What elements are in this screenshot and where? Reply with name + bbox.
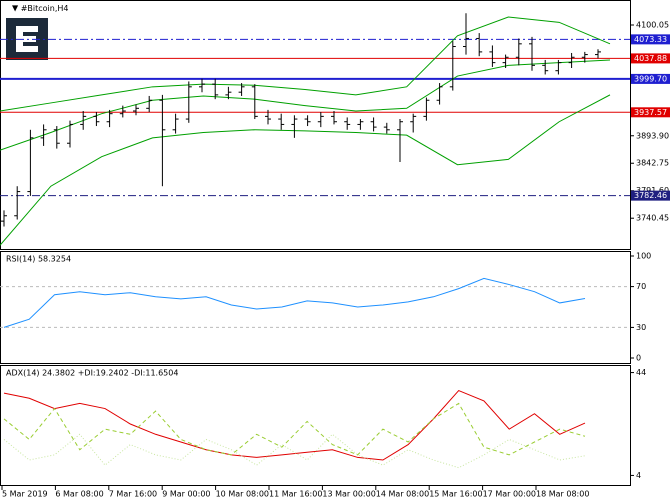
indicator-line [3, 402, 586, 456]
y-tick-label: 0 [636, 354, 641, 363]
ohlc-bar [119, 105, 126, 118]
ohlc-bar [581, 51, 588, 63]
x-tick-label: 6 Mar 08:00 [55, 490, 103, 499]
level-label-box [631, 73, 670, 84]
level-label: 4037.88 [634, 54, 667, 63]
ohlc-bar [93, 112, 100, 127]
x-tick-label: 5 Mar 2019 [2, 490, 48, 499]
ohlc-bar [489, 45, 496, 67]
ohlc-bar [225, 86, 232, 100]
x-tick-label: 9 Mar 00:00 [162, 490, 210, 499]
y-tick-label: 4 [636, 471, 641, 480]
x-tick-label: 13 Mar 00:00 [322, 490, 375, 499]
ohlc-bar [344, 117, 351, 130]
level-label: 3937.57 [634, 108, 667, 117]
ohlc-bar [40, 124, 47, 146]
chart-title-text: #Bitcoin,H4 [21, 4, 69, 13]
ohlc-bar [529, 36, 535, 71]
ohlc-bar [291, 115, 298, 138]
ohlc-bar [423, 97, 430, 121]
ohlc-bar [515, 38, 522, 66]
x-tick-label: 7 Mar 16:00 [109, 490, 157, 499]
x-tick-label: 18 Mar 08:00 [536, 490, 589, 499]
ohlc-bar [80, 110, 87, 130]
level-label-box [631, 34, 670, 45]
band-line [0, 94, 611, 246]
rsi-pane [0, 251, 631, 364]
ohlc-bar [397, 119, 403, 163]
ohlc-bar [212, 78, 219, 100]
ohlc-bar [238, 83, 245, 96]
ohlc-bar [410, 113, 417, 133]
ohlc-bar [278, 113, 285, 130]
ohlc-bar [555, 59, 562, 75]
x-tick-label: 11 Mar 16:00 [269, 490, 322, 499]
y-tick-label: 3842.75 [636, 159, 669, 168]
x-tick-label: 10 Mar 08:00 [216, 490, 269, 499]
level-label: 3999.70 [634, 74, 667, 83]
y-tick-label: 70 [636, 282, 646, 291]
indicator-line [3, 389, 586, 461]
level-label: 3782.46 [634, 191, 667, 200]
ohlc-bar [436, 83, 443, 105]
ohlc-bar [14, 186, 21, 220]
y-tick-label: 30 [636, 323, 646, 332]
ohlc-bar [357, 119, 364, 130]
band-line [0, 16, 611, 112]
ohlc-bar [304, 115, 311, 127]
ohlc-bar [568, 52, 575, 69]
adx-pane [0, 365, 631, 486]
ohlc-bar [185, 81, 192, 123]
ohlc-bar [317, 112, 324, 128]
ohlc-bar [199, 78, 205, 93]
level-label-box [631, 107, 670, 118]
ohlc-bar [172, 113, 179, 134]
ohlc-bar [331, 110, 337, 125]
y-tick-label: 4100.05 [636, 21, 669, 30]
ohlc-bar [383, 122, 390, 134]
ohlc-bar [27, 129, 34, 196]
ohlc-bar [265, 109, 271, 125]
ohlc-bar [502, 54, 509, 69]
x-tick-label: 17 Mar 00:00 [483, 490, 536, 499]
ohlc-bar [53, 126, 60, 149]
y-tick-label: 3740.45 [636, 214, 669, 223]
band-line [0, 59, 611, 151]
chart-title: ▼ #Bitcoin,H4 [12, 4, 69, 13]
adx-label: ADX(14) 24.3802 +DI:19.2402 -DI:11.6504 [6, 369, 178, 378]
ohlc-bar [133, 104, 139, 116]
ohlc-bar [251, 84, 258, 120]
level-label: 4073.33 [634, 35, 667, 44]
level-label-box [631, 53, 670, 64]
indicator-line [3, 277, 586, 328]
y-tick-label: 3893.90 [636, 131, 669, 140]
ohlc-bar [1, 210, 7, 227]
ohlc-bar [476, 33, 483, 57]
ohlc-bar [542, 59, 549, 75]
ohlc-bar [370, 117, 377, 132]
ohlc-bar [146, 95, 153, 113]
y-tick-label: 44 [636, 368, 646, 377]
rsi-label: RSI(14) 58.3254 [6, 255, 71, 264]
ohlc-bar [159, 94, 166, 187]
ohlc-bar [595, 49, 601, 59]
y-tick-label: 100 [636, 252, 651, 261]
ohlc-bar [449, 41, 456, 91]
x-tick-label: 15 Mar 16:00 [429, 490, 482, 499]
ohlc-bar [106, 109, 113, 128]
x-tick-label: 14 Mar 08:00 [376, 490, 429, 499]
main-pane [0, 0, 631, 250]
level-label-box [631, 190, 670, 201]
ohlc-bar [463, 13, 469, 55]
ohlc-bar [67, 120, 73, 148]
